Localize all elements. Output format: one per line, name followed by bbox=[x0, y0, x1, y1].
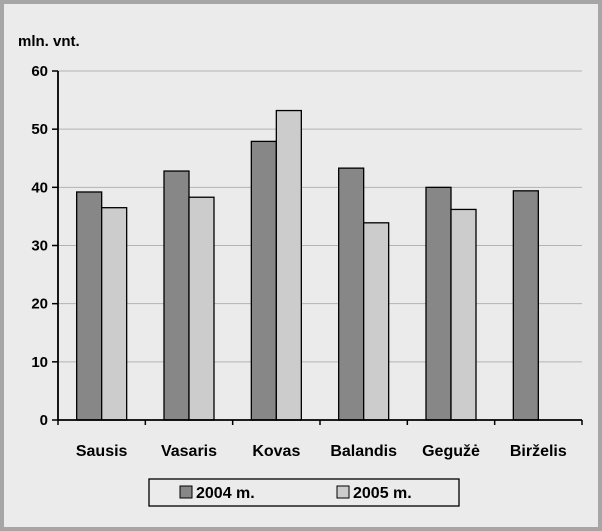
bar-vasaris-1 bbox=[163, 170, 190, 421]
x-category-label: Birželis bbox=[510, 443, 567, 460]
legend-label: 2004 m. bbox=[196, 485, 255, 502]
y-axis-unit-label: mln. vnt. bbox=[18, 33, 80, 50]
x-category-label: Balandis bbox=[330, 443, 397, 460]
bar-gegužė-2 bbox=[450, 208, 477, 421]
x-category-label: Gegužė bbox=[422, 443, 480, 460]
bar-kovas-2 bbox=[275, 109, 302, 421]
bar-sausis-1 bbox=[76, 191, 103, 421]
y-tick-label: 0 bbox=[40, 412, 48, 429]
legend-box bbox=[148, 478, 460, 507]
bar-balandis-1 bbox=[338, 167, 365, 421]
legend-swatch bbox=[336, 485, 350, 499]
bar-birželis-1 bbox=[512, 190, 539, 421]
bars bbox=[76, 109, 539, 421]
bar-gegužė-1 bbox=[425, 186, 452, 421]
y-tick-labels: 0 10 20 30 40 50 60 bbox=[31, 63, 48, 429]
x-category-label: Kovas bbox=[252, 443, 300, 460]
x-category-labels: Sausis Vasaris Kovas Balandis Gegužė Birželis bbox=[76, 443, 567, 460]
y-tick-label: 60 bbox=[31, 63, 48, 80]
legend-label: 2005 m. bbox=[353, 485, 412, 502]
gridlines bbox=[58, 70, 582, 363]
y-tick-label: 10 bbox=[31, 354, 48, 371]
y-tick-label: 40 bbox=[31, 179, 48, 196]
y-tick-label: 50 bbox=[31, 121, 48, 138]
bar-balandis-2 bbox=[363, 222, 390, 421]
y-tick-label: 30 bbox=[31, 238, 48, 255]
bar-vasaris-2 bbox=[188, 196, 215, 421]
y-tick-label: 20 bbox=[31, 296, 48, 313]
legend: 2004 m. 2005 m. bbox=[148, 478, 460, 507]
bar-kovas-1 bbox=[250, 140, 277, 421]
bar-sausis-2 bbox=[101, 207, 128, 421]
x-category-label: Sausis bbox=[76, 443, 128, 460]
legend-swatch bbox=[179, 485, 193, 499]
axes bbox=[52, 70, 583, 425]
x-category-label: Vasaris bbox=[161, 443, 217, 460]
